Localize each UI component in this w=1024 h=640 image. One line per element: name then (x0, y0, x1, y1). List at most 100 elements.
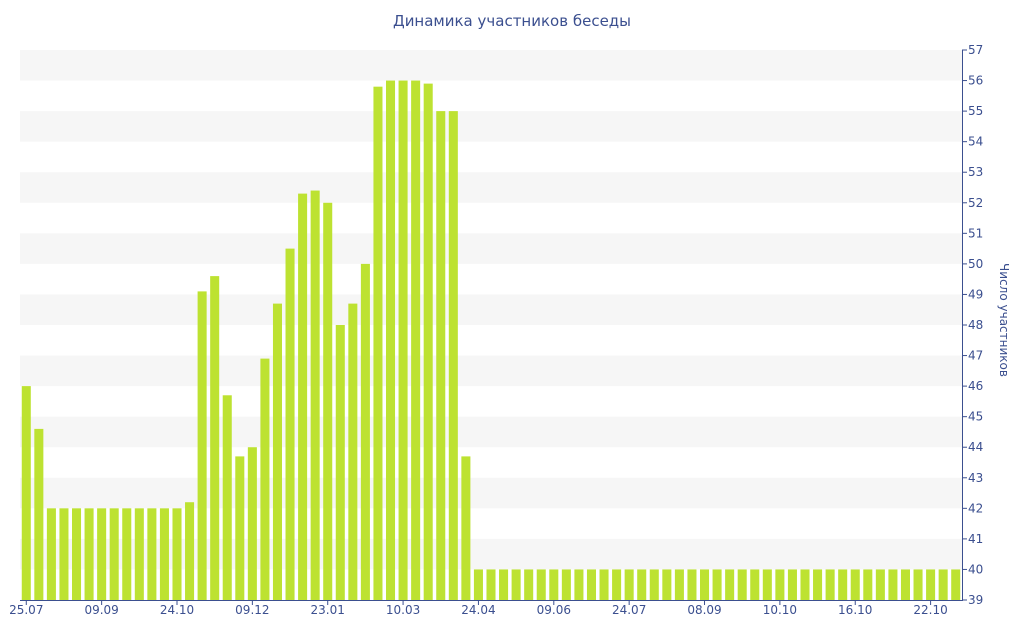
x-tick-label: 10.10 (763, 603, 797, 617)
bar[interactable] (348, 303, 358, 600)
grid-band (20, 416, 962, 448)
bar[interactable] (122, 508, 132, 600)
y-tick-label: 51 (968, 226, 983, 240)
bar[interactable] (34, 428, 44, 600)
bar[interactable] (750, 569, 760, 600)
bar[interactable] (524, 569, 534, 600)
bar[interactable] (888, 569, 898, 600)
y-tick-label: 56 (968, 74, 983, 88)
bar[interactable] (323, 202, 333, 600)
bar[interactable] (649, 569, 659, 600)
bar[interactable] (84, 508, 94, 600)
y-tick-label: 46 (968, 379, 983, 393)
bar[interactable] (612, 569, 622, 600)
bar[interactable] (875, 569, 885, 600)
bar[interactable] (574, 569, 584, 600)
bar[interactable] (486, 569, 496, 600)
bar[interactable] (310, 190, 320, 600)
bar[interactable] (59, 508, 69, 600)
bar[interactable] (951, 569, 961, 600)
bar[interactable] (335, 325, 345, 600)
bar[interactable] (72, 508, 82, 600)
bar[interactable] (938, 569, 948, 600)
bar[interactable] (624, 569, 634, 600)
y-tick-label: 53 (968, 165, 983, 179)
bar[interactable] (762, 569, 772, 600)
bar[interactable] (373, 86, 383, 601)
bar[interactable] (398, 80, 408, 600)
x-tick-label: 09.12 (235, 603, 269, 617)
x-tick-label: 09.09 (84, 603, 118, 617)
x-tick-label: 24.10 (160, 603, 194, 617)
bar[interactable] (386, 80, 396, 600)
x-tick-label: 23.01 (311, 603, 345, 617)
bar[interactable] (423, 83, 433, 601)
bar[interactable] (210, 276, 220, 600)
bar[interactable] (838, 569, 848, 600)
bar[interactable] (900, 569, 910, 600)
bar[interactable] (800, 569, 810, 600)
bar[interactable] (411, 80, 421, 600)
bar[interactable] (586, 569, 596, 600)
bar[interactable] (473, 569, 483, 600)
bar[interactable] (813, 569, 823, 600)
bar[interactable] (97, 508, 107, 600)
bar[interactable] (549, 569, 559, 600)
y-tick-label: 48 (968, 318, 983, 332)
x-tick-label: 10.03 (386, 603, 420, 617)
bar[interactable] (599, 569, 609, 600)
bar[interactable] (272, 303, 282, 600)
bar[interactable] (775, 569, 785, 600)
bar[interactable] (850, 569, 860, 600)
bar[interactable] (247, 447, 257, 600)
bar[interactable] (185, 502, 195, 600)
bar[interactable] (712, 569, 722, 600)
bar[interactable] (298, 193, 308, 601)
bar[interactable] (662, 569, 672, 600)
bar[interactable] (222, 395, 232, 600)
bar[interactable] (511, 569, 521, 600)
bar[interactable] (461, 456, 471, 600)
bar[interactable] (448, 111, 458, 601)
bar[interactable] (674, 569, 684, 600)
bar[interactable] (787, 569, 797, 600)
bar[interactable] (260, 358, 270, 600)
y-tick-label: 50 (968, 257, 983, 271)
bar[interactable] (700, 569, 710, 600)
bar[interactable] (737, 569, 747, 600)
x-tick-label: 08.09 (687, 603, 721, 617)
bar[interactable] (109, 508, 119, 600)
bar[interactable] (197, 291, 207, 600)
bar[interactable] (687, 569, 697, 600)
bar[interactable] (21, 386, 31, 600)
bar[interactable] (499, 569, 509, 600)
bar[interactable] (46, 508, 56, 600)
y-tick-label: 41 (968, 532, 983, 546)
x-tick-label: 24.04 (461, 603, 495, 617)
grid-band (20, 233, 962, 264)
grid-band (20, 477, 962, 509)
y-tick-label: 44 (968, 440, 983, 454)
grid-band (20, 355, 962, 387)
bar[interactable] (360, 263, 370, 600)
bar[interactable] (926, 569, 936, 600)
bar[interactable] (172, 508, 182, 600)
x-tick-label: 09.06 (537, 603, 571, 617)
bar[interactable] (561, 569, 571, 600)
bar[interactable] (159, 508, 169, 600)
bar[interactable] (863, 569, 873, 600)
bar[interactable] (436, 111, 446, 601)
bar[interactable] (637, 569, 647, 600)
bar[interactable] (536, 569, 546, 600)
bar[interactable] (825, 569, 835, 600)
grid-band (20, 111, 962, 142)
bar[interactable] (725, 569, 735, 600)
bar[interactable] (913, 569, 923, 600)
chart-title: Динамика участников беседы (392, 12, 632, 30)
bar[interactable] (147, 508, 157, 600)
bar[interactable] (134, 508, 144, 600)
bar[interactable] (235, 456, 245, 600)
bar[interactable] (285, 248, 295, 601)
grid-band (20, 172, 962, 203)
